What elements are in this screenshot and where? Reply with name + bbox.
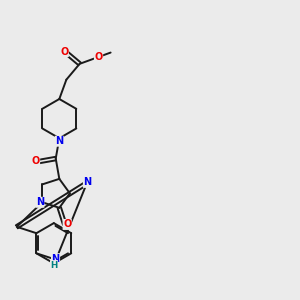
Text: N: N: [55, 136, 63, 146]
Text: N: N: [36, 197, 44, 207]
Text: O: O: [32, 156, 40, 166]
Text: O: O: [60, 46, 68, 57]
Text: O: O: [63, 220, 71, 230]
Text: N: N: [83, 177, 92, 188]
Text: N: N: [51, 254, 60, 264]
Text: O: O: [94, 52, 103, 62]
Text: H: H: [50, 261, 58, 270]
